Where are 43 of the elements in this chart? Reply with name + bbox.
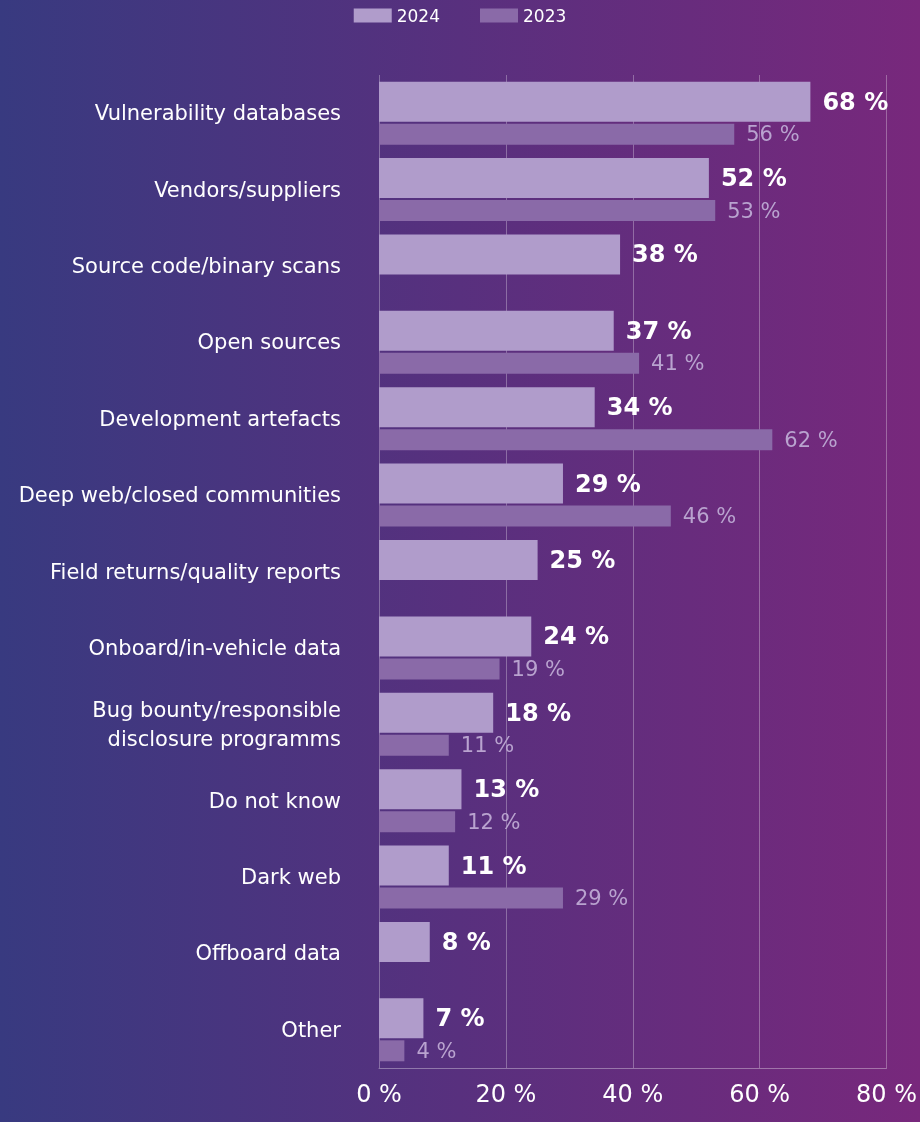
data-label: 29 % bbox=[574, 469, 641, 498]
data-label: 62 % bbox=[784, 427, 838, 452]
data-label: 11 % bbox=[460, 733, 515, 758]
x-tick-label: 20 % bbox=[475, 1080, 537, 1108]
data-label: 41 % bbox=[651, 351, 705, 376]
data-label: 38 % bbox=[632, 240, 698, 269]
y-tick-label: Other bbox=[281, 1017, 342, 1042]
data-label: 19 % bbox=[511, 656, 565, 681]
y-tick-label: Vulnerability databases bbox=[94, 101, 341, 126]
y-tick-label: Offboard data bbox=[195, 941, 341, 966]
data-label: 25 % bbox=[549, 546, 616, 574]
data-label: 52 % bbox=[720, 164, 787, 193]
y-tick-label: Field returns/quality reports bbox=[50, 559, 341, 584]
data-label: 24 % bbox=[543, 622, 610, 651]
x-tick-label: 80 % bbox=[856, 1080, 918, 1108]
legend-label: 2024 bbox=[396, 5, 440, 26]
y-tick-label: Development artefacts bbox=[99, 406, 341, 431]
legend-label: 2023 bbox=[523, 5, 567, 26]
data-label: 53 % bbox=[727, 198, 781, 223]
data-label: 46 % bbox=[682, 504, 737, 529]
data-label: 34 % bbox=[606, 393, 673, 422]
data-label: 13 % bbox=[473, 775, 540, 804]
data-label: 68 % bbox=[822, 87, 889, 116]
y-tick-label: Dark web bbox=[241, 865, 341, 890]
y-tick-label: Onboard/in-vehicle data bbox=[88, 635, 341, 660]
data-label: 7 % bbox=[435, 1004, 485, 1033]
y-tick-label: Deep web/closed communities bbox=[18, 483, 341, 508]
x-tick-label: 40 % bbox=[602, 1080, 664, 1108]
data-label: 12 % bbox=[467, 809, 521, 834]
data-label: 56 % bbox=[746, 122, 800, 147]
x-tick-label: 0 % bbox=[356, 1080, 402, 1108]
data-label: 37 % bbox=[625, 316, 692, 345]
y-tick-label: Do not know bbox=[208, 788, 341, 813]
data-label: 18 % bbox=[505, 698, 571, 727]
y-tick-label: Open sources bbox=[197, 330, 341, 355]
y-tick-label: Bug bounty/responsible disclosure programms bbox=[92, 697, 341, 751]
data-label: 29 % bbox=[574, 886, 629, 911]
y-tick-label: Source code/binary scans bbox=[71, 253, 341, 278]
data-label: 8 % bbox=[441, 927, 491, 956]
x-tick-label: 60 % bbox=[729, 1080, 791, 1108]
y-tick-label: Vendors/suppliers bbox=[154, 177, 341, 202]
data-label: 11 % bbox=[460, 851, 527, 880]
data-label: 4 % bbox=[416, 1038, 457, 1063]
